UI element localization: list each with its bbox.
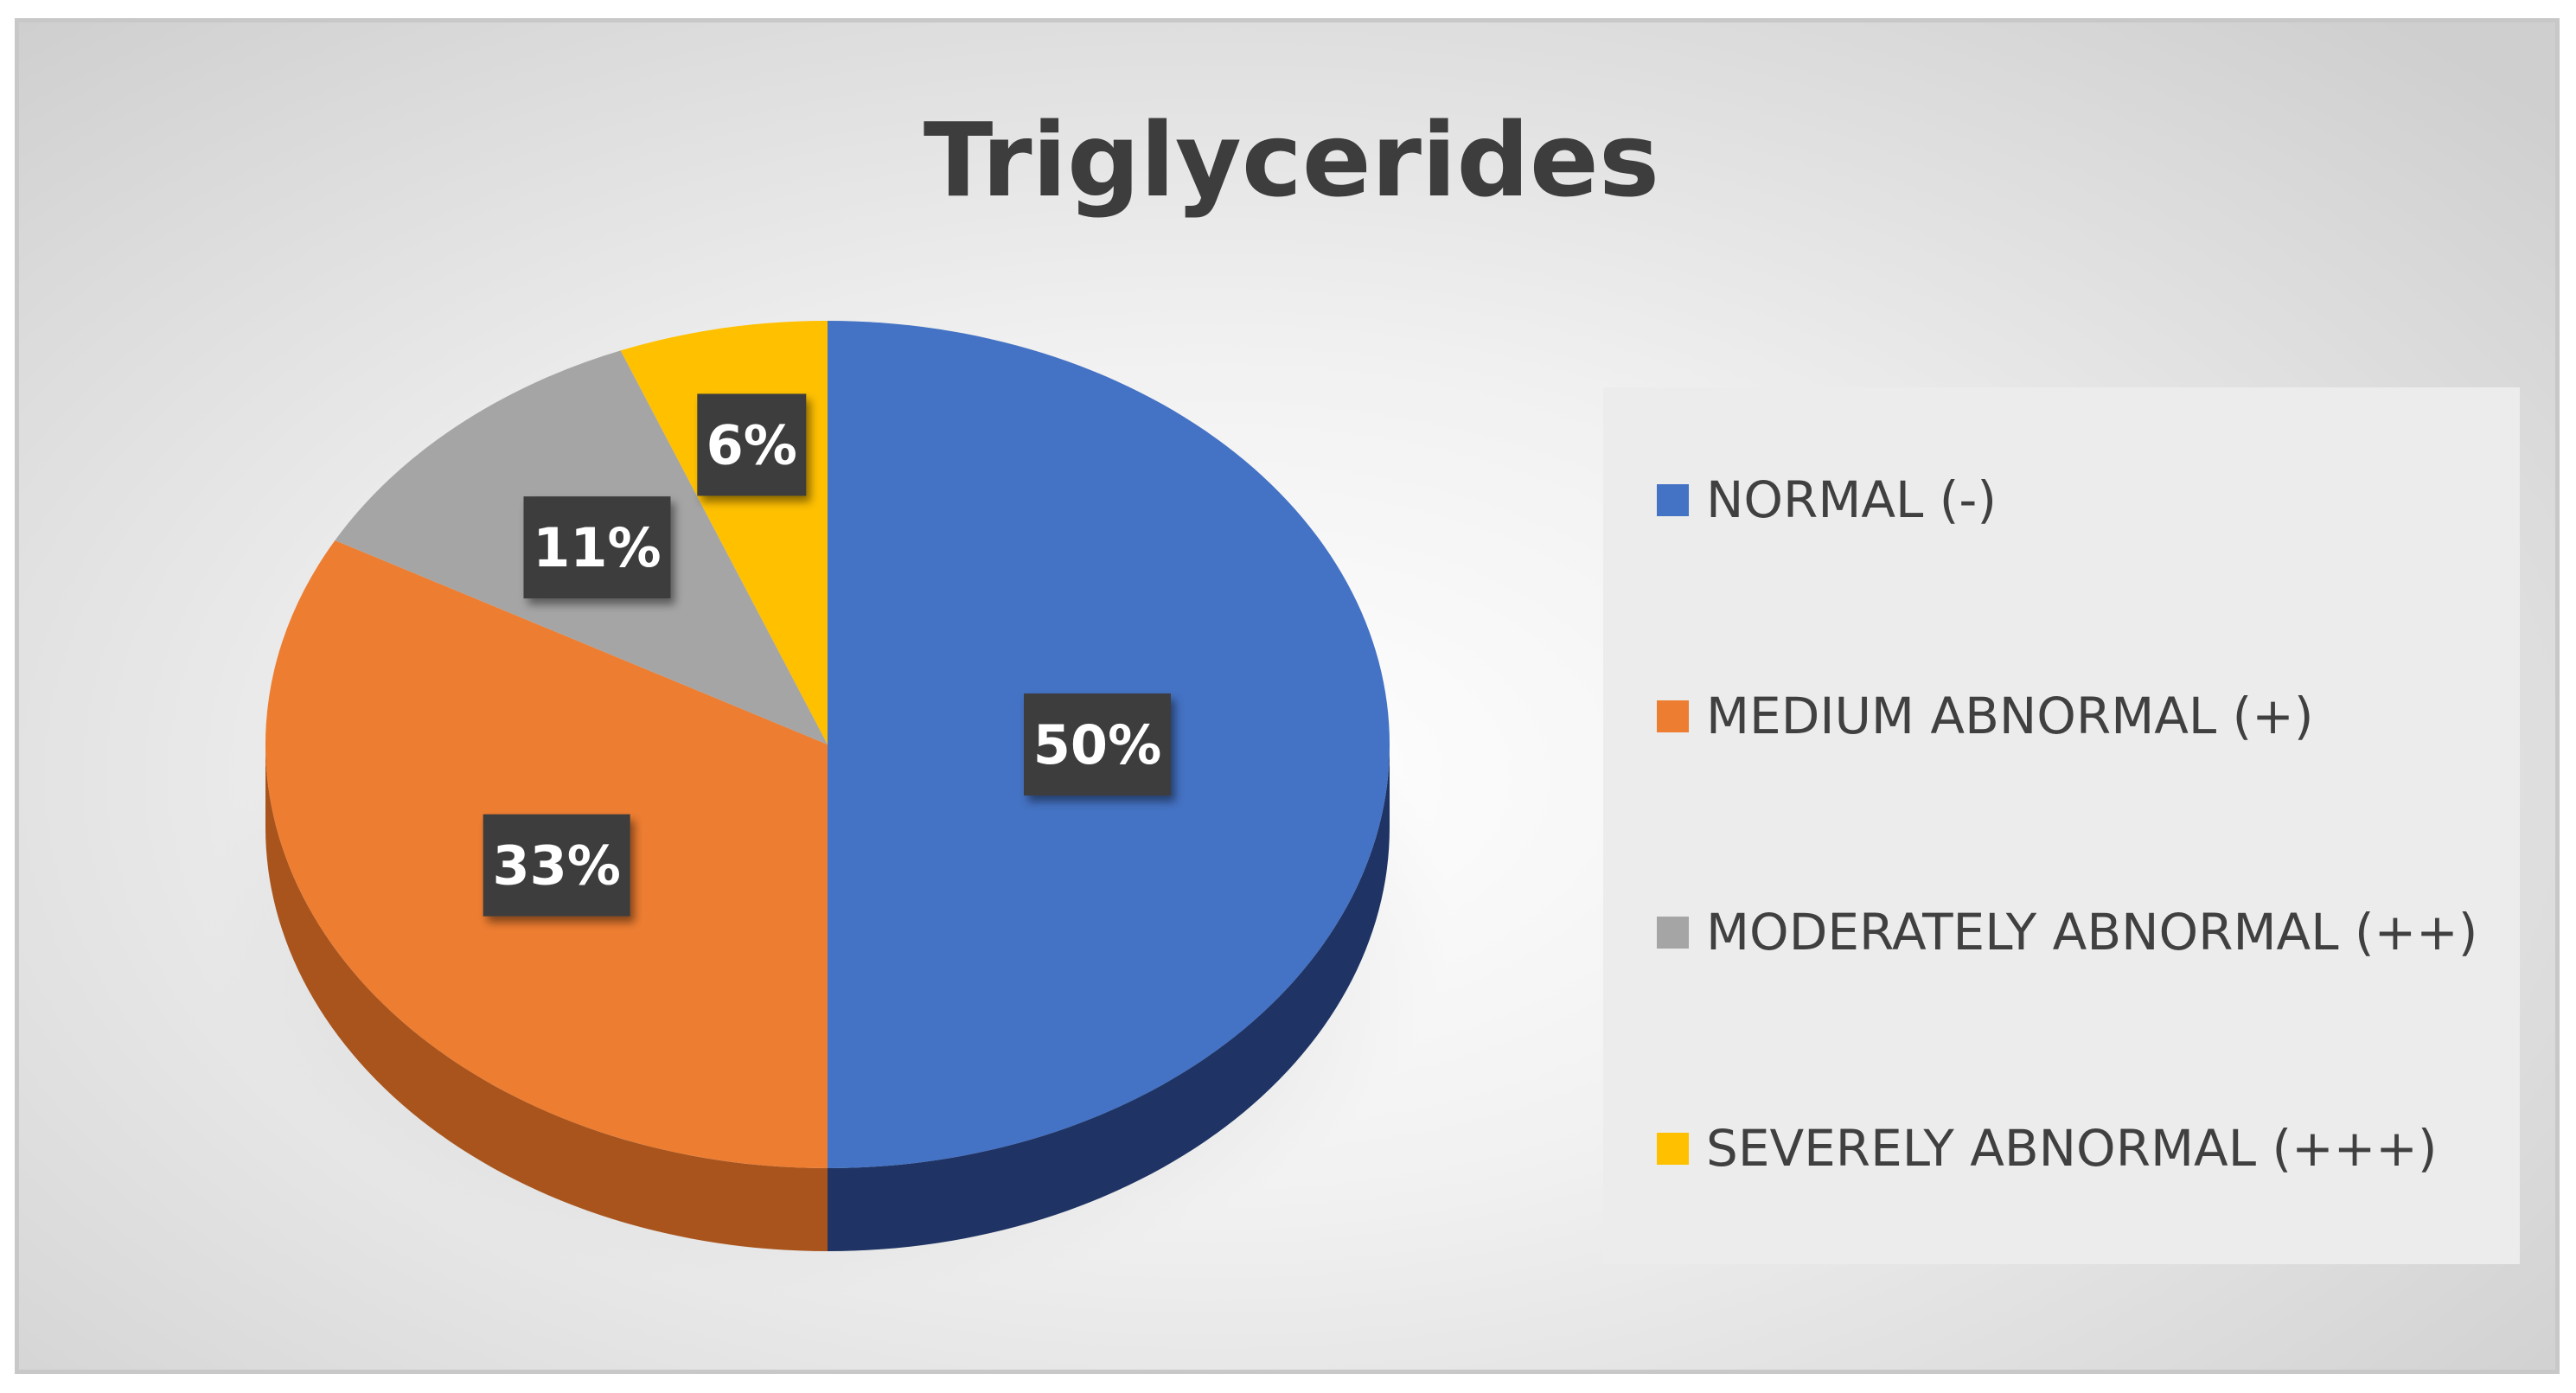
legend-label: SEVERELY ABNORMAL (+++) (1706, 1119, 2438, 1178)
pie-side-normal (828, 744, 1390, 1251)
data-label-box (697, 393, 807, 496)
data-label-box (1024, 693, 1171, 796)
data-label-text: 11% (533, 516, 661, 579)
pie-chart: 50% 33% 11% 6% (205, 321, 1450, 1294)
chart-frame: Triglycerides 50% 33% 11% 6% NORMAL (-) MEDI… (15, 18, 2560, 1374)
legend-item-severely-abnormal: SEVERELY ABNORMAL (+++) (1657, 1114, 2438, 1183)
legend-swatch (1657, 1132, 1689, 1165)
data-label-text: 6% (706, 413, 797, 476)
data-label-severely-abnormal: 6% (697, 393, 807, 496)
legend-item-normal: NORMAL (-) (1657, 465, 1997, 534)
data-label-moderately-abnormal: 11% (523, 496, 671, 599)
data-label-normal: 50% (1024, 693, 1171, 796)
legend-label: MEDIUM ABNORMAL (+) (1706, 687, 2314, 745)
data-label-medium-abnormal: 33% (483, 814, 630, 917)
legend-item-moderately-abnormal: MODERATELY ABNORMAL (++) (1657, 898, 2477, 967)
data-label-box (483, 814, 630, 917)
legend-item-medium-abnormal: MEDIUM ABNORMAL (+) (1657, 681, 2314, 751)
legend: NORMAL (-) MEDIUM ABNORMAL (+) MODERATELY … (1603, 387, 2520, 1264)
pie-side-medium-abnormal (265, 744, 828, 1251)
legend-swatch (1657, 916, 1689, 949)
legend-swatch (1657, 483, 1689, 516)
chart-title: Triglycerides (923, 100, 1660, 220)
legend-label: MODERATELY ABNORMAL (++) (1706, 903, 2478, 962)
legend-label: NORMAL (-) (1706, 470, 1997, 529)
data-label-text: 50% (1033, 713, 1161, 776)
data-label-text: 33% (492, 834, 620, 898)
legend-swatch (1657, 700, 1689, 732)
data-label-box (523, 496, 671, 599)
